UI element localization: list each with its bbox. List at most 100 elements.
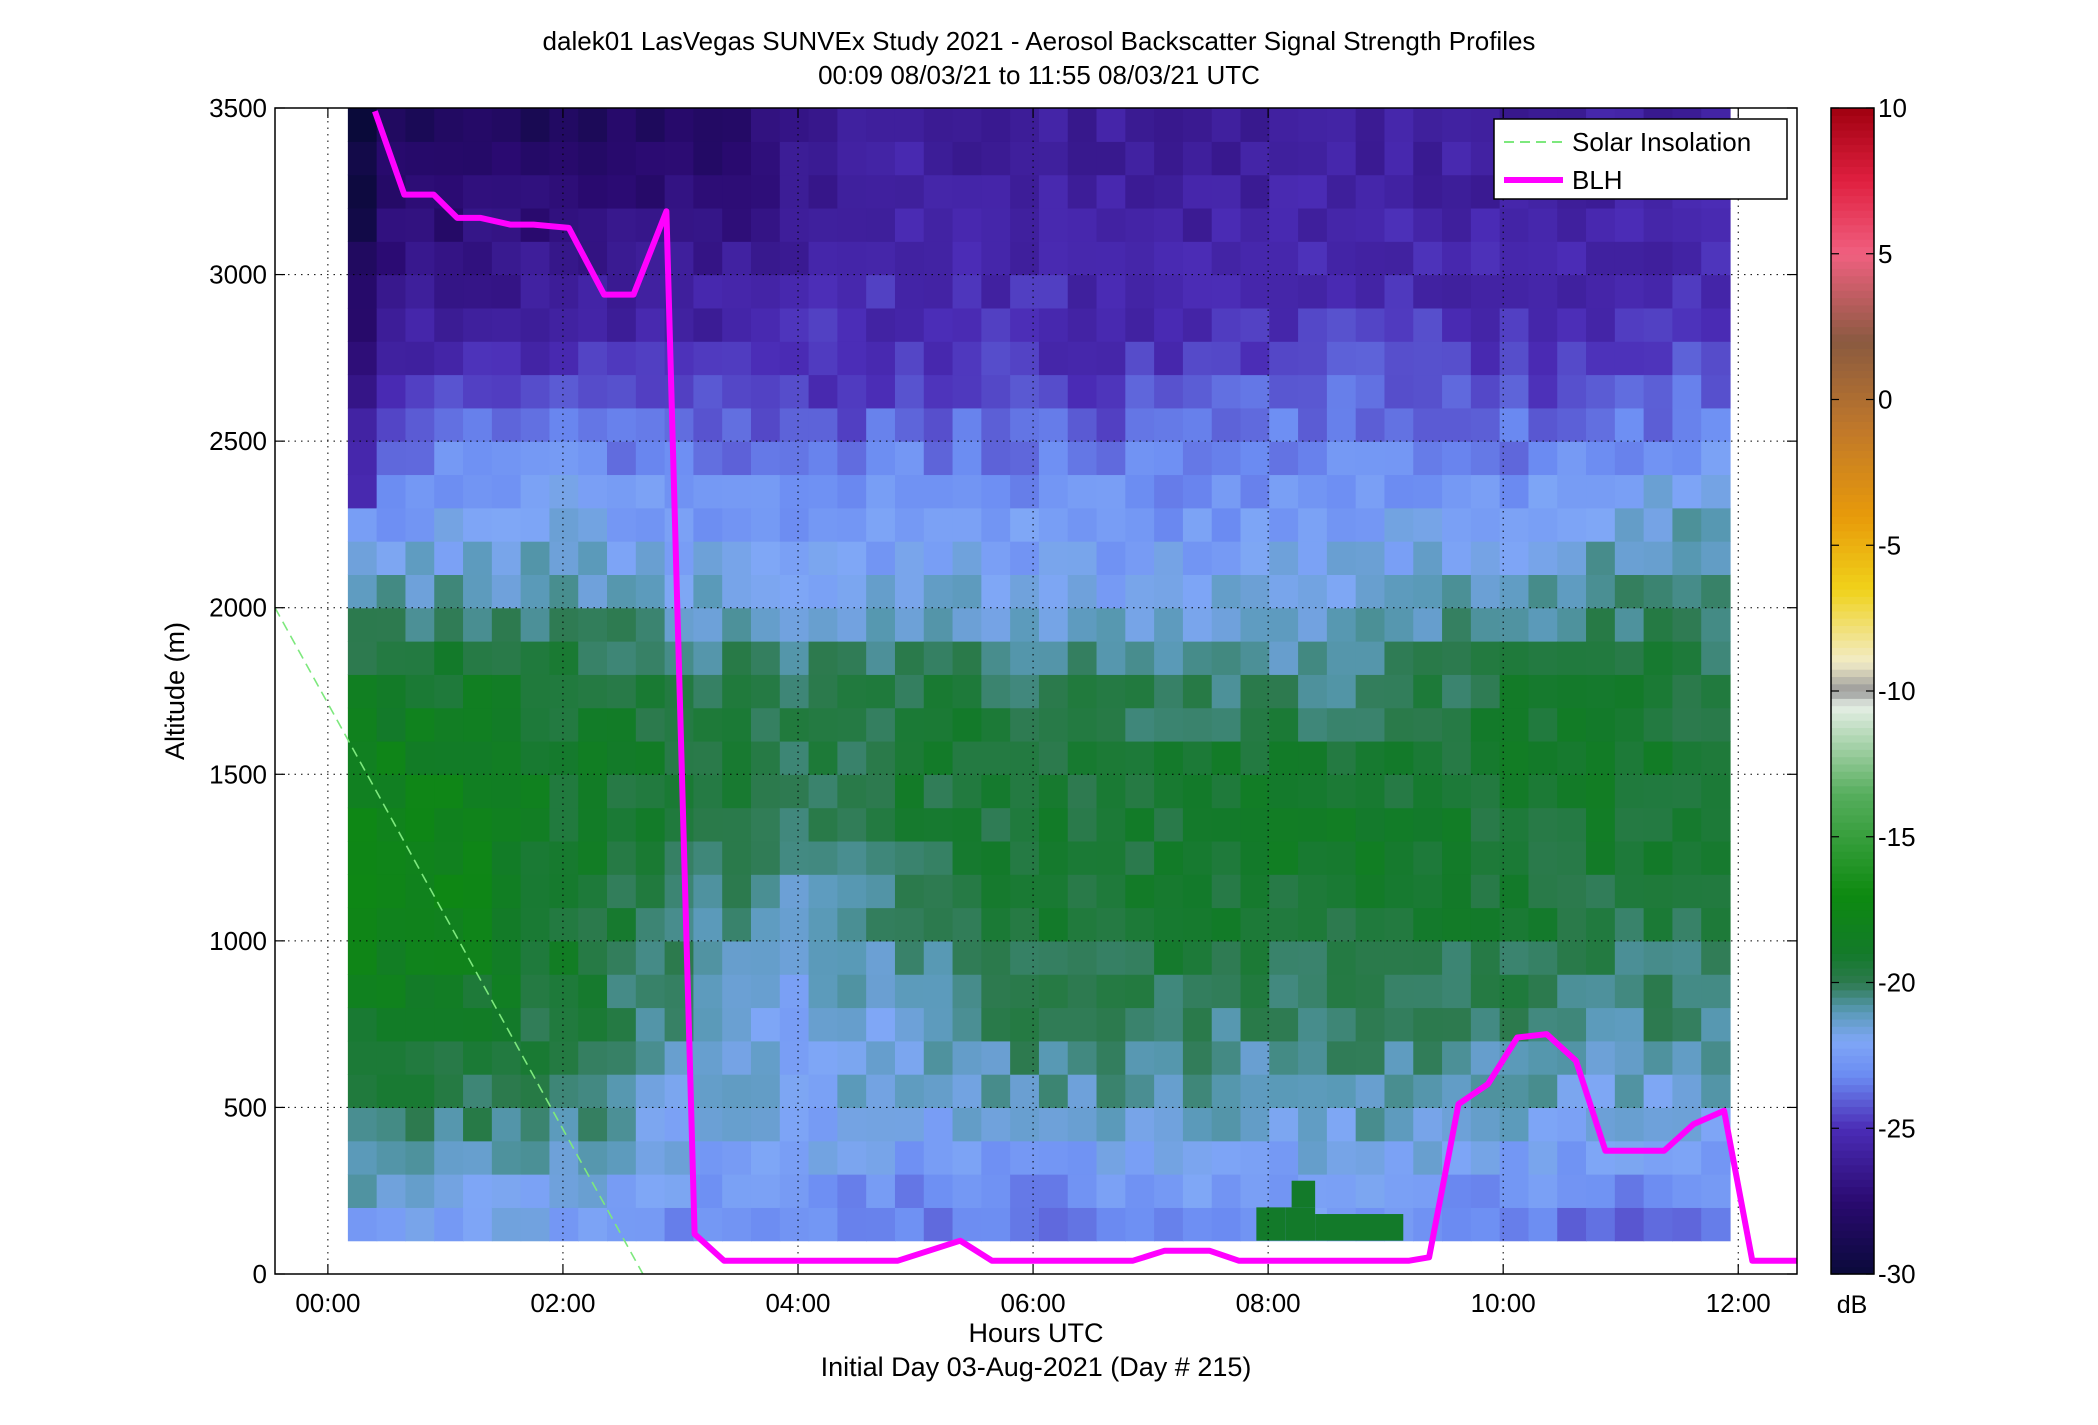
heatmap-cell: [1442, 108, 1472, 142]
heatmap-cell: [1211, 1007, 1242, 1042]
heatmap-cell: [923, 541, 954, 575]
heatmap-cell: [1586, 1207, 1616, 1242]
heatmap-cell: [894, 541, 925, 575]
heatmap-cell: [952, 341, 982, 376]
heatmap-cell: [1269, 707, 1299, 742]
heatmap-cell: [1269, 774, 1299, 809]
heatmap-cell: [1672, 641, 1702, 675]
heatmap-cell: [491, 1074, 522, 1109]
heatmap-cell: [1182, 740, 1213, 775]
heatmap-cell: [376, 1040, 407, 1075]
heatmap-cell: [1586, 441, 1616, 476]
colorbar-band: [1831, 1084, 1874, 1093]
colorbar-band: [1831, 1157, 1874, 1166]
heatmap-cell: [1010, 407, 1040, 442]
heatmap-cell: [1067, 840, 1098, 875]
colorbar-band: [1831, 800, 1874, 809]
heatmap-cell: [1528, 207, 1558, 242]
heatmap-cell: [1269, 607, 1299, 642]
heatmap-cell: [1499, 507, 1530, 542]
heatmap-cell: [578, 1040, 608, 1075]
colorbar-band: [1831, 122, 1874, 131]
heatmap-cell: [779, 1207, 810, 1242]
heatmap-cell: [894, 174, 925, 209]
heatmap-cell: [1154, 174, 1184, 209]
heatmap-cell: [808, 474, 838, 509]
heatmap-cell: [1038, 1107, 1069, 1142]
heatmap-cell: [981, 174, 1011, 209]
heatmap-cell: [520, 840, 551, 875]
heatmap-cell: [837, 707, 867, 742]
heatmap-cell: [1355, 341, 1386, 376]
heatmap-cell: [1442, 974, 1472, 1009]
heatmap-cell: [1240, 907, 1270, 942]
heatmap-cell: [376, 1074, 407, 1109]
heatmap-cell: [923, 1074, 954, 1109]
heatmap-cell: [750, 207, 781, 242]
heatmap-cell: [463, 607, 493, 642]
heatmap-cell: [1067, 507, 1098, 542]
heatmap-cell: [1586, 541, 1616, 575]
heatmap-cell: [750, 1040, 781, 1075]
heatmap-cell: [1528, 241, 1558, 276]
heatmap-cell: [1470, 1207, 1501, 1242]
heatmap-cell: [607, 974, 637, 1009]
heatmap-cell: [1528, 341, 1558, 376]
heatmap-cell: [376, 441, 407, 476]
heatmap-cell: [779, 407, 810, 442]
heatmap-cell: [837, 174, 867, 209]
heatmap-cell: [1701, 307, 1731, 342]
heatmap-cell: [1442, 774, 1472, 809]
heatmap-cell: [520, 607, 551, 642]
heatmap-cell: [1182, 807, 1213, 842]
heatmap-cell: [837, 1174, 867, 1208]
colorbar-band: [1831, 771, 1874, 780]
heatmap-cell: [1211, 840, 1242, 875]
heatmap-cell: [722, 241, 752, 276]
heatmap-cell: [376, 1174, 407, 1208]
heatmap-cell: [463, 974, 493, 1009]
heatmap-cell: [549, 174, 579, 209]
heatmap-cell: [1154, 307, 1184, 342]
heatmap-cell: [463, 474, 493, 509]
heatmap-cell: [1269, 907, 1299, 942]
heatmap-cell: [578, 1140, 608, 1175]
heatmap-cell: [1182, 407, 1213, 442]
heatmap-cell: [722, 108, 752, 142]
heatmap-cell: [1384, 341, 1414, 376]
heatmap-cell: [520, 1107, 551, 1142]
heatmap-cell: [1643, 1074, 1674, 1109]
heatmap-cell: [894, 207, 925, 242]
heatmap-cell: [866, 807, 896, 842]
heatmap-cell: [894, 1174, 925, 1208]
heatmap-cell: [837, 574, 867, 609]
heatmap-cell: [1355, 1040, 1386, 1075]
heatmap-cell: [347, 1174, 378, 1208]
heatmap-cell: [1355, 641, 1386, 675]
heatmap-cell: [434, 974, 464, 1009]
heatmap-cell: [1154, 1074, 1184, 1109]
colorbar-band: [1831, 807, 1874, 816]
heatmap-cell: [549, 241, 579, 276]
colorbar-band: [1831, 304, 1874, 313]
colorbar-band: [1831, 268, 1874, 277]
heatmap-cell: [1557, 907, 1587, 942]
heatmap-cell: [1182, 1107, 1213, 1142]
heatmap-cell: [1067, 940, 1098, 975]
heatmap-cell: [1240, 740, 1270, 775]
heatmap-cell: [405, 1040, 435, 1075]
heatmap-cell: [1384, 840, 1414, 875]
heatmap-cell: [808, 1074, 838, 1109]
heatmap-cell: [1326, 974, 1357, 1009]
heatmap-cell: [722, 1174, 752, 1208]
colorbar-band: [1831, 909, 1874, 918]
colorbar-band: [1831, 559, 1874, 568]
heatmap-cell: [405, 507, 435, 542]
heatmap-cell: [1125, 507, 1155, 542]
heatmap-cell: [491, 840, 522, 875]
heatmap-cell: [1701, 341, 1731, 376]
heatmap-cell: [1355, 707, 1386, 742]
colorbar-tick-label: -30: [1878, 1259, 1916, 1289]
heatmap-cell: [549, 874, 579, 909]
